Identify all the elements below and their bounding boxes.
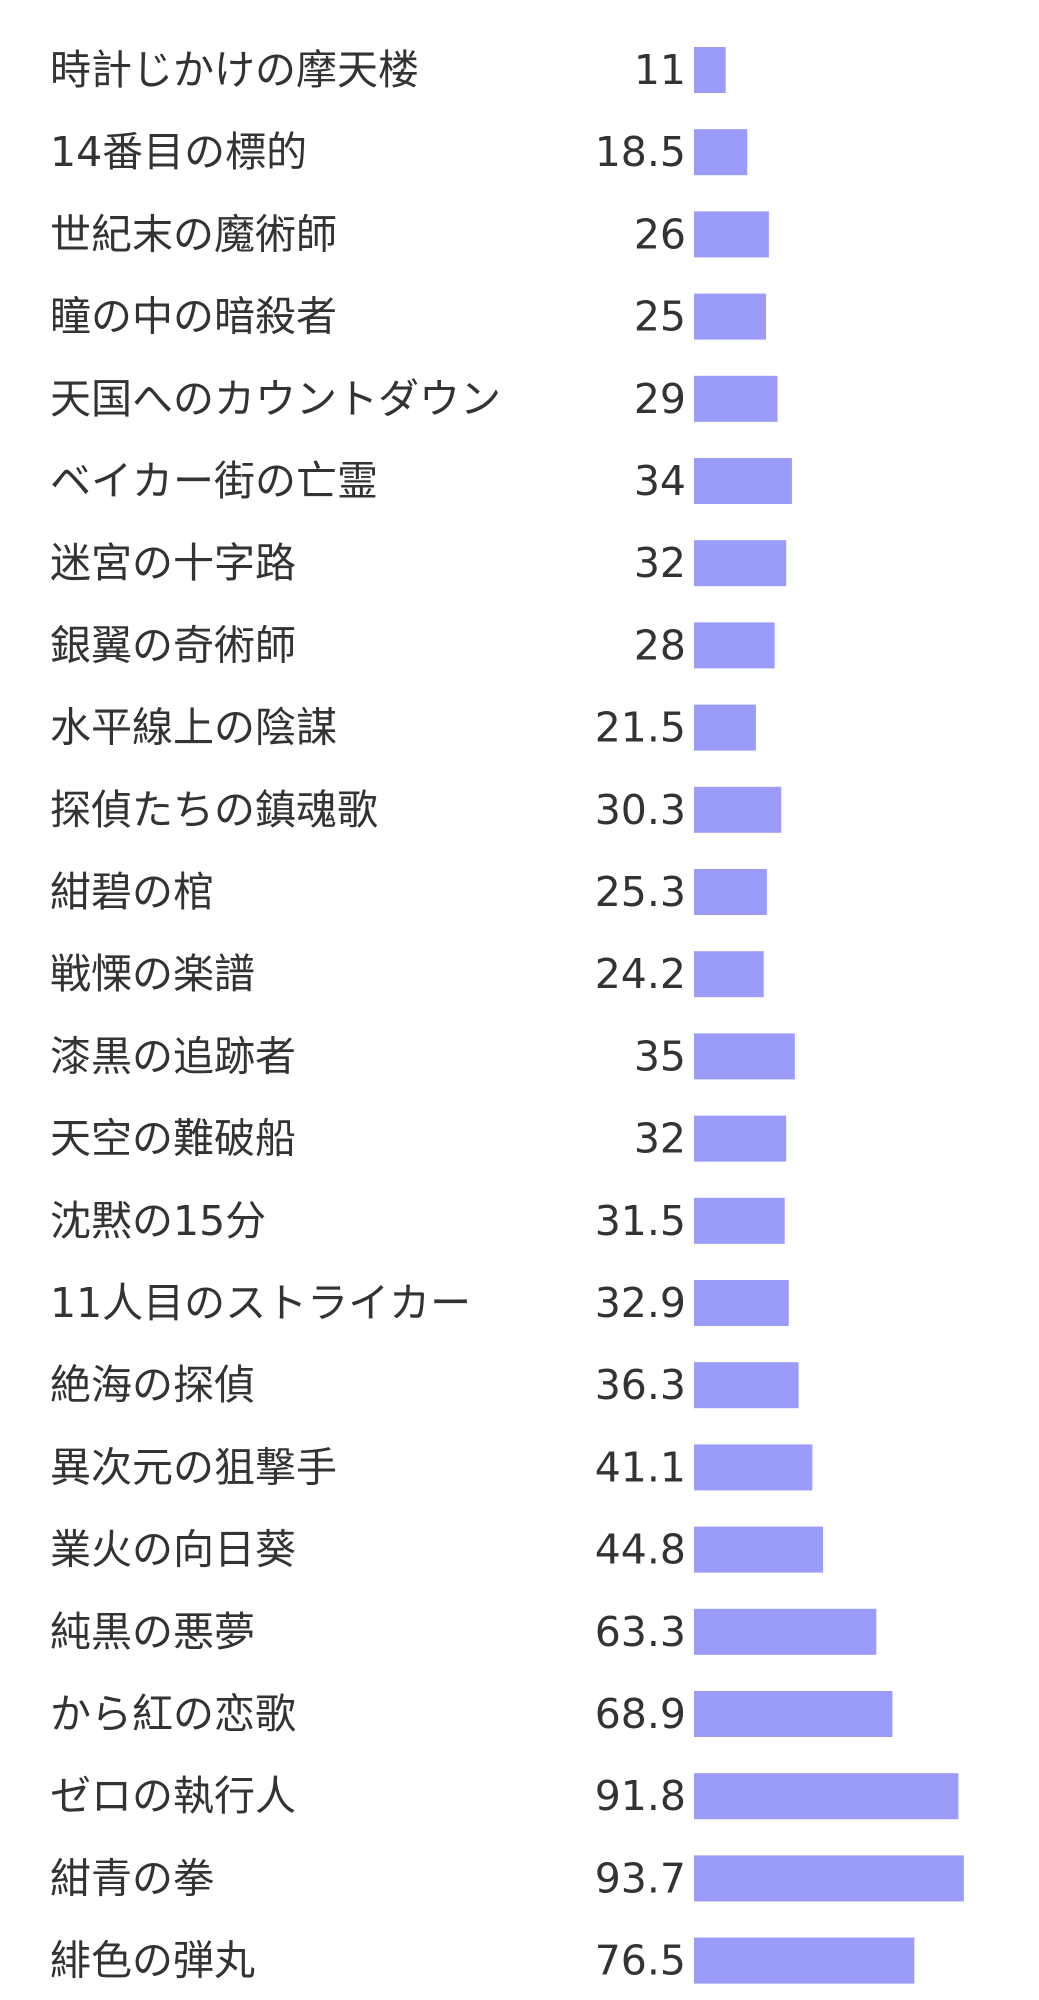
bar: [694, 869, 767, 915]
category-label: 漆黒の追跡者: [50, 1032, 296, 1080]
category-label: 純黒の悪夢: [50, 1608, 255, 1656]
category-label: 14番目の標的: [50, 128, 307, 176]
bar: [694, 1115, 787, 1162]
bar: [694, 1197, 785, 1244]
category-label: 天空の難破船: [50, 1115, 296, 1163]
value-label: 21.5: [595, 704, 686, 752]
category-label: 絶海の探偵: [50, 1361, 255, 1409]
value-label: 24.2: [595, 950, 686, 998]
bar: [694, 540, 787, 587]
bar: [694, 1691, 893, 1737]
category-label: から紅の恋歌: [50, 1690, 296, 1738]
bar: [694, 1033, 795, 1080]
bar: [694, 211, 769, 258]
bar: [694, 1608, 877, 1655]
value-label: 25: [634, 293, 686, 341]
value-label: 76.5: [595, 1937, 686, 1985]
value-label: 32: [634, 1115, 686, 1163]
value-label: 63.3: [595, 1608, 686, 1656]
value-label: 34: [634, 457, 686, 505]
category-label: ゼロの執行人: [50, 1772, 296, 1820]
bar: [694, 786, 782, 833]
category-label: 沈黙の15分: [50, 1197, 266, 1245]
bar: [694, 129, 748, 176]
category-label: 銀翼の奇術師: [50, 621, 296, 669]
value-label: 93.7: [595, 1854, 686, 1902]
category-label: ベイカー街の亡霊: [50, 457, 378, 505]
category-label: 探偵たちの鎮魂歌: [50, 786, 378, 834]
category-label: 瞳の中の暗殺者: [50, 293, 337, 341]
bar: [694, 375, 778, 422]
value-label: 30.3: [595, 786, 686, 834]
bar: [694, 951, 764, 998]
value-label: 11: [634, 46, 686, 94]
value-label: 41.1: [595, 1443, 686, 1491]
value-label: 31.5: [595, 1197, 686, 1245]
category-label: 緋色の弾丸: [50, 1937, 255, 1985]
bar: [694, 1773, 959, 1820]
category-label: 時計じかけの摩天楼: [50, 46, 419, 94]
value-label: 18.5: [595, 128, 686, 176]
category-label: 業火の向日葵: [50, 1526, 296, 1574]
category-label: 世紀末の魔術師: [50, 210, 337, 258]
bar: [694, 1526, 824, 1573]
bar: [694, 1444, 813, 1491]
category-label: 11人目のストライカー: [50, 1279, 471, 1327]
bar: [694, 704, 756, 751]
value-label: 32.9: [595, 1279, 686, 1327]
bar: [694, 622, 775, 669]
category-label: 紺青の拳: [50, 1854, 214, 1902]
value-label: 44.8: [595, 1526, 686, 1574]
value-label: 35: [634, 1032, 686, 1080]
category-label: 紺碧の棺: [50, 868, 214, 916]
value-label: 28: [634, 621, 686, 669]
category-label: 水平線上の陰謀: [50, 704, 337, 752]
category-label: 異次元の狙撃手: [50, 1443, 337, 1491]
value-label: 26: [634, 210, 686, 258]
category-label: 戦慄の楽譜: [50, 950, 255, 998]
value-label: 36.3: [595, 1361, 686, 1409]
value-label: 68.9: [595, 1690, 686, 1738]
category-label: 迷宮の十字路: [50, 539, 296, 587]
value-label: 29: [634, 375, 686, 423]
bar: [694, 293, 766, 340]
category-label: 天国へのカウントダウン: [50, 375, 501, 423]
bar: [694, 1855, 964, 1902]
value-label: 25.3: [595, 868, 686, 916]
bar: [694, 47, 726, 93]
bar: [694, 1362, 799, 1409]
bar: [694, 1280, 789, 1326]
value-label: 91.8: [595, 1772, 686, 1820]
value-label: 32: [634, 539, 686, 587]
bar: [694, 458, 792, 504]
bar: [694, 1937, 915, 1984]
